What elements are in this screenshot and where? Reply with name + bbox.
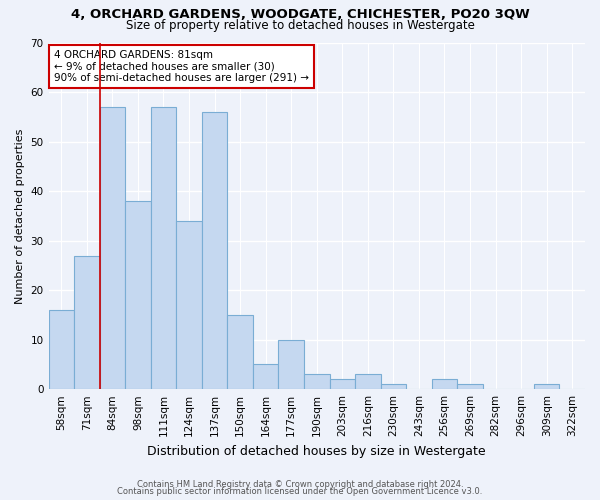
Bar: [329, 380, 355, 389]
Bar: [202, 112, 227, 389]
Bar: [151, 108, 176, 389]
Bar: [304, 374, 329, 389]
Bar: [457, 384, 483, 389]
Bar: [49, 310, 74, 389]
Text: 4 ORCHARD GARDENS: 81sqm
← 9% of detached houses are smaller (30)
90% of semi-de: 4 ORCHARD GARDENS: 81sqm ← 9% of detache…: [54, 50, 309, 83]
X-axis label: Distribution of detached houses by size in Westergate: Distribution of detached houses by size …: [148, 444, 486, 458]
Bar: [125, 202, 151, 389]
Bar: [355, 374, 380, 389]
Bar: [534, 384, 559, 389]
Bar: [432, 380, 457, 389]
Text: Size of property relative to detached houses in Westergate: Size of property relative to detached ho…: [125, 18, 475, 32]
Bar: [100, 108, 125, 389]
Bar: [227, 315, 253, 389]
Bar: [74, 256, 100, 389]
Text: Contains public sector information licensed under the Open Government Licence v3: Contains public sector information licen…: [118, 487, 482, 496]
Bar: [253, 364, 278, 389]
Bar: [278, 340, 304, 389]
Y-axis label: Number of detached properties: Number of detached properties: [15, 128, 25, 304]
Bar: [176, 221, 202, 389]
Text: Contains HM Land Registry data © Crown copyright and database right 2024.: Contains HM Land Registry data © Crown c…: [137, 480, 463, 489]
Bar: [380, 384, 406, 389]
Text: 4, ORCHARD GARDENS, WOODGATE, CHICHESTER, PO20 3QW: 4, ORCHARD GARDENS, WOODGATE, CHICHESTER…: [71, 8, 529, 20]
